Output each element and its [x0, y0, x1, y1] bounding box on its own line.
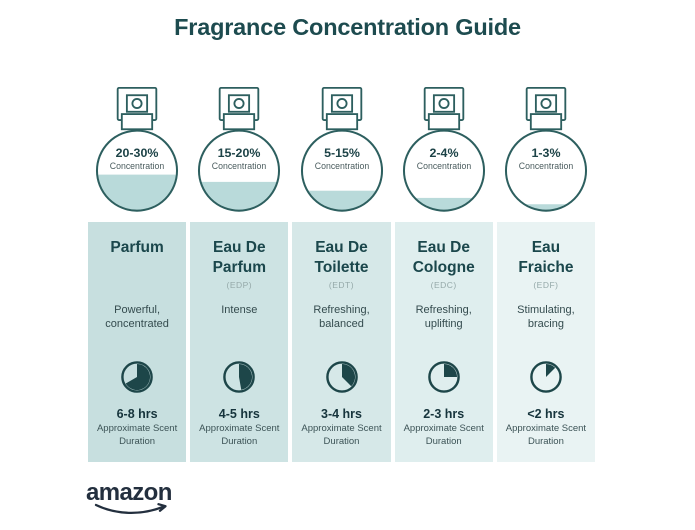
amazon-smile-icon: [94, 503, 167, 514]
category-name: Parfum: [110, 239, 164, 256]
duration-value: 6-8 hrs: [116, 407, 158, 421]
duration-value: 4-5 hrs: [218, 407, 260, 421]
category-name: Eau De Toilette: [314, 239, 369, 277]
concentration-range: 20-30%: [116, 146, 159, 160]
clock-icon: [325, 361, 358, 393]
bottle-cell: 20-30% Concentration: [88, 85, 186, 214]
page-title: Fragrance Concentration Guide: [174, 14, 521, 40]
bottle-cell: 1-3% Concentration: [497, 85, 595, 214]
category-description: Powerful, concentrated: [105, 304, 169, 331]
concentration-label: Concentration: [314, 161, 369, 171]
category-abbr: (EDP): [226, 280, 253, 290]
clock-icon: [121, 361, 153, 393]
bottle-cell: 2-4% Concentration: [395, 85, 493, 214]
amazon-logo-text: amazon: [86, 479, 172, 506]
bottle-cell: 5-15% Concentration: [292, 85, 390, 214]
category-name: Eau De Parfum: [212, 239, 266, 277]
duration-value: 3-4 hrs: [321, 407, 362, 421]
concentration-range: 5-15%: [324, 146, 360, 160]
bottles-row: 20-30% Concentration 15-20% Concentratio…: [88, 85, 595, 214]
category-abbr: (EDC): [430, 280, 457, 290]
category-description: Refreshing, uplifting: [415, 304, 472, 331]
category-column-eau-de-parfum: Eau De Parfum (EDP) Intense 4-5 hrs Appr…: [190, 222, 289, 462]
duration-value: <2 hrs: [527, 407, 565, 421]
clock-icon: [530, 361, 562, 393]
amazon-logo: amazon: [86, 481, 196, 517]
category-columns: Parfum Powerful, concentrated 6-8 hrs Ap…: [88, 222, 596, 462]
category-name: Eau De Cologne: [412, 239, 475, 277]
category-column-eau-de-cologne: Eau De Cologne (EDC) Refreshing, uplifti…: [394, 222, 493, 462]
duration-note: Approximate Scent Duration: [199, 423, 280, 447]
clock-icon: [223, 361, 256, 393]
perfume-bottle-icon: 20-30% Concentration: [96, 86, 179, 212]
category-description: Refreshing, balanced: [313, 304, 370, 331]
clock-icon: [427, 361, 460, 393]
category-column-eau-de-toilette: Eau De Toilette (EDT) Refreshing, balanc…: [292, 222, 391, 462]
concentration-label: Concentration: [417, 161, 472, 171]
category-name: Eau Fraiche: [518, 239, 574, 277]
concentration-range: 15-20%: [218, 146, 261, 160]
duration-note: Approximate Scent Duration: [403, 423, 484, 447]
category-column-eau-fraiche: Eau Fraiche (EDF) Stimulating, bracing <…: [496, 222, 596, 462]
duration-note: Approximate Scent Duration: [96, 423, 178, 447]
category-abbr: (EDT): [328, 280, 355, 290]
category-abbr: [88, 280, 186, 293]
bottle-cell: 15-20% Concentration: [190, 85, 288, 214]
perfume-bottle-icon: 2-4% Concentration: [402, 86, 485, 212]
duration-note: Approximate Scent Duration: [505, 423, 587, 447]
perfume-bottle-icon: 1-3% Concentration: [504, 86, 587, 212]
concentration-range: 2-4%: [429, 146, 458, 160]
category-description: Intense: [221, 304, 258, 316]
category-description: Stimulating, bracing: [517, 304, 575, 331]
duration-note: Approximate Scent Duration: [301, 423, 382, 447]
concentration-label: Concentration: [110, 161, 165, 171]
concentration-label: Concentration: [519, 161, 574, 171]
category-column-parfum: Parfum Powerful, concentrated 6-8 hrs Ap…: [88, 222, 187, 462]
concentration-label: Concentration: [212, 161, 267, 171]
perfume-bottle-icon: 5-15% Concentration: [300, 86, 383, 212]
duration-value: 2-3 hrs: [423, 407, 465, 421]
category-abbr: (EDF): [533, 280, 559, 290]
perfume-bottle-icon: 15-20% Concentration: [198, 86, 281, 212]
concentration-range: 1-3%: [531, 146, 560, 160]
